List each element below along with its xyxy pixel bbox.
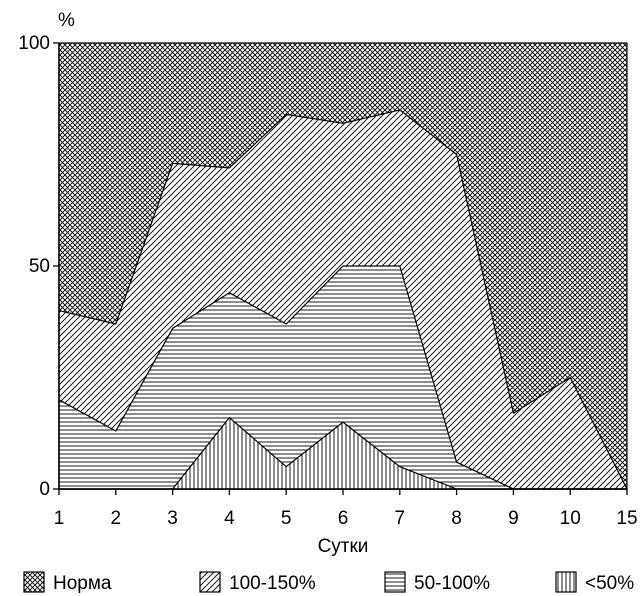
legend-label: 50-100% [414, 573, 490, 594]
x-tick-labels: 1 2 3 4 5 6 7 8 9 10 15 [54, 489, 638, 529]
y-tick-labels: 0 50 100 [18, 33, 59, 500]
legend-label: <50% [585, 573, 634, 594]
y-axis-label: % [58, 10, 75, 31]
y-tick-label: 50 [29, 256, 50, 277]
legend-label: Норма [53, 573, 112, 594]
x-tick-label: 7 [395, 508, 406, 529]
legend-swatch [199, 571, 221, 593]
legend-item: <50% [555, 571, 634, 594]
x-tick-label: 8 [451, 508, 462, 529]
x-tick-label: 3 [167, 508, 178, 529]
legend-swatch [384, 571, 406, 593]
x-tick-label: 10 [560, 508, 581, 529]
x-tick-label: 15 [616, 508, 637, 529]
legend-swatch [23, 571, 45, 593]
x-axis-label: Сутки [318, 536, 369, 557]
y-tick-label: 100 [18, 33, 50, 54]
legend: Норма 100-150% 50-100% <50% [23, 571, 634, 594]
series-areas [58, 42, 628, 490]
legend-swatch [555, 571, 577, 593]
x-tick-label: 5 [281, 508, 292, 529]
legend-item: Норма [23, 571, 112, 594]
x-tick-label: 9 [508, 508, 519, 529]
x-tick-label: 2 [111, 508, 122, 529]
x-tick-label: 4 [224, 508, 235, 529]
legend-label: 100-150% [229, 573, 316, 594]
x-tick-label: 1 [54, 508, 65, 529]
y-tick-label: 0 [39, 479, 50, 500]
legend-item: 100-150% [199, 571, 316, 594]
x-tick-label: 6 [338, 508, 349, 529]
legend-item: 50-100% [384, 571, 490, 594]
